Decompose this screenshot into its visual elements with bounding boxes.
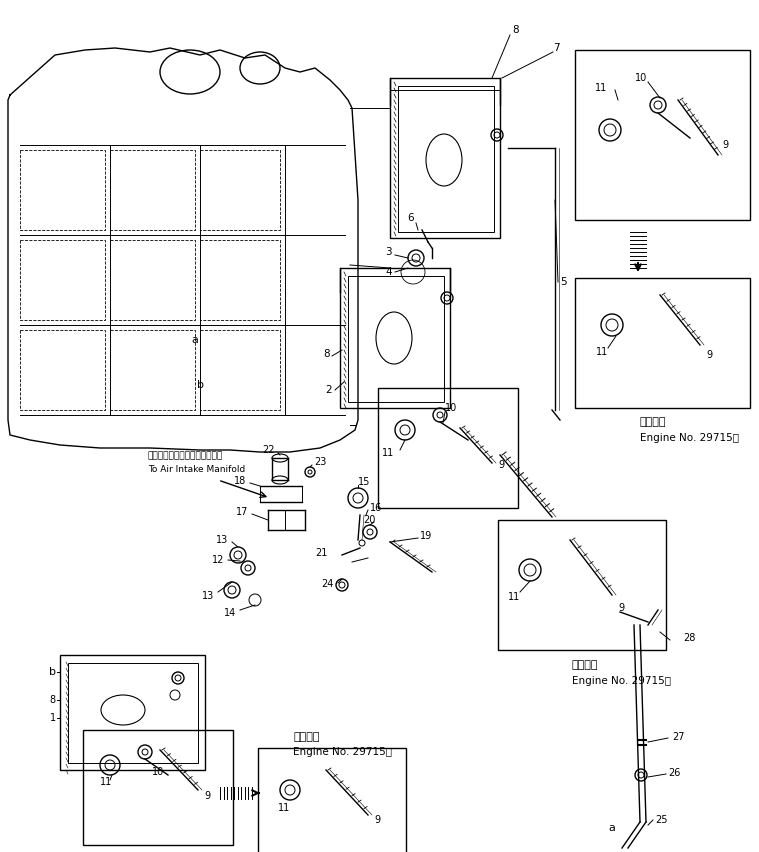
Bar: [83, 730, 233, 845]
Text: 19: 19: [420, 531, 432, 541]
Bar: [390, 78, 500, 238]
Text: エアーインテークマニホルドへ: エアーインテークマニホルドへ: [148, 452, 223, 460]
Bar: [498, 520, 666, 650]
Text: 11: 11: [508, 592, 520, 602]
Text: 25: 25: [655, 815, 667, 825]
Text: 11: 11: [595, 83, 607, 93]
Text: a: a: [191, 335, 198, 345]
Bar: [340, 268, 450, 408]
Bar: [398, 86, 494, 232]
Text: 23: 23: [314, 457, 326, 467]
Bar: [378, 388, 518, 508]
Text: 16: 16: [370, 503, 383, 513]
Text: 28: 28: [683, 633, 695, 643]
Text: 8: 8: [512, 25, 518, 35]
Text: b: b: [49, 667, 56, 677]
Text: 4: 4: [386, 267, 392, 277]
Text: 8: 8: [50, 695, 56, 705]
Text: 13: 13: [202, 591, 214, 601]
Bar: [575, 278, 750, 408]
Text: 18: 18: [234, 476, 246, 486]
Text: 2: 2: [326, 385, 332, 395]
Text: 15: 15: [358, 477, 370, 487]
Text: 11: 11: [382, 448, 394, 458]
Text: 27: 27: [672, 732, 685, 742]
Text: 3: 3: [386, 247, 392, 257]
Text: 9: 9: [498, 460, 504, 470]
Text: 26: 26: [668, 768, 680, 778]
Text: a: a: [608, 823, 615, 833]
Text: 適用号機: 適用号機: [640, 417, 666, 427]
Text: 22: 22: [263, 445, 275, 455]
Text: 1: 1: [50, 713, 56, 723]
Bar: [68, 663, 198, 763]
Text: 8: 8: [323, 349, 330, 359]
Text: 9: 9: [204, 791, 210, 801]
Bar: [20, 240, 105, 320]
Bar: [575, 50, 750, 220]
Text: 24: 24: [322, 579, 334, 589]
Text: 10: 10: [635, 73, 647, 83]
Text: 9: 9: [706, 350, 712, 360]
Text: 6: 6: [408, 213, 414, 223]
Text: 17: 17: [235, 507, 248, 517]
Bar: [200, 330, 280, 410]
Text: 13: 13: [216, 535, 228, 545]
Text: Engine No. 29715～: Engine No. 29715～: [640, 433, 739, 443]
Bar: [348, 276, 444, 402]
Bar: [200, 150, 280, 230]
Bar: [20, 150, 105, 230]
Text: 適用号機: 適用号機: [293, 732, 320, 742]
Text: Engine No. 29715～: Engine No. 29715～: [572, 676, 671, 686]
Text: 10: 10: [152, 767, 164, 777]
Text: 11: 11: [100, 777, 112, 787]
Text: 10: 10: [445, 403, 457, 413]
Bar: [20, 330, 105, 410]
Text: 9: 9: [618, 603, 624, 613]
Bar: [258, 748, 406, 852]
Text: 21: 21: [316, 548, 328, 558]
Text: 11: 11: [596, 347, 608, 357]
Bar: [110, 150, 195, 230]
Bar: [60, 655, 205, 770]
Text: 14: 14: [224, 608, 236, 618]
Text: b: b: [197, 380, 203, 390]
Bar: [110, 240, 195, 320]
Text: 20: 20: [364, 515, 376, 525]
Text: 12: 12: [212, 555, 224, 565]
Text: To Air Intake Manifold: To Air Intake Manifold: [148, 465, 245, 475]
Bar: [200, 240, 280, 320]
Text: 7: 7: [553, 43, 559, 53]
Text: 9: 9: [374, 815, 380, 825]
Bar: [110, 330, 195, 410]
Text: Engine No. 29715～: Engine No. 29715～: [293, 747, 392, 757]
Text: 11: 11: [278, 803, 290, 813]
Text: 5: 5: [560, 277, 567, 287]
Text: 適用号機: 適用号機: [572, 660, 599, 670]
Text: 9: 9: [722, 140, 728, 150]
